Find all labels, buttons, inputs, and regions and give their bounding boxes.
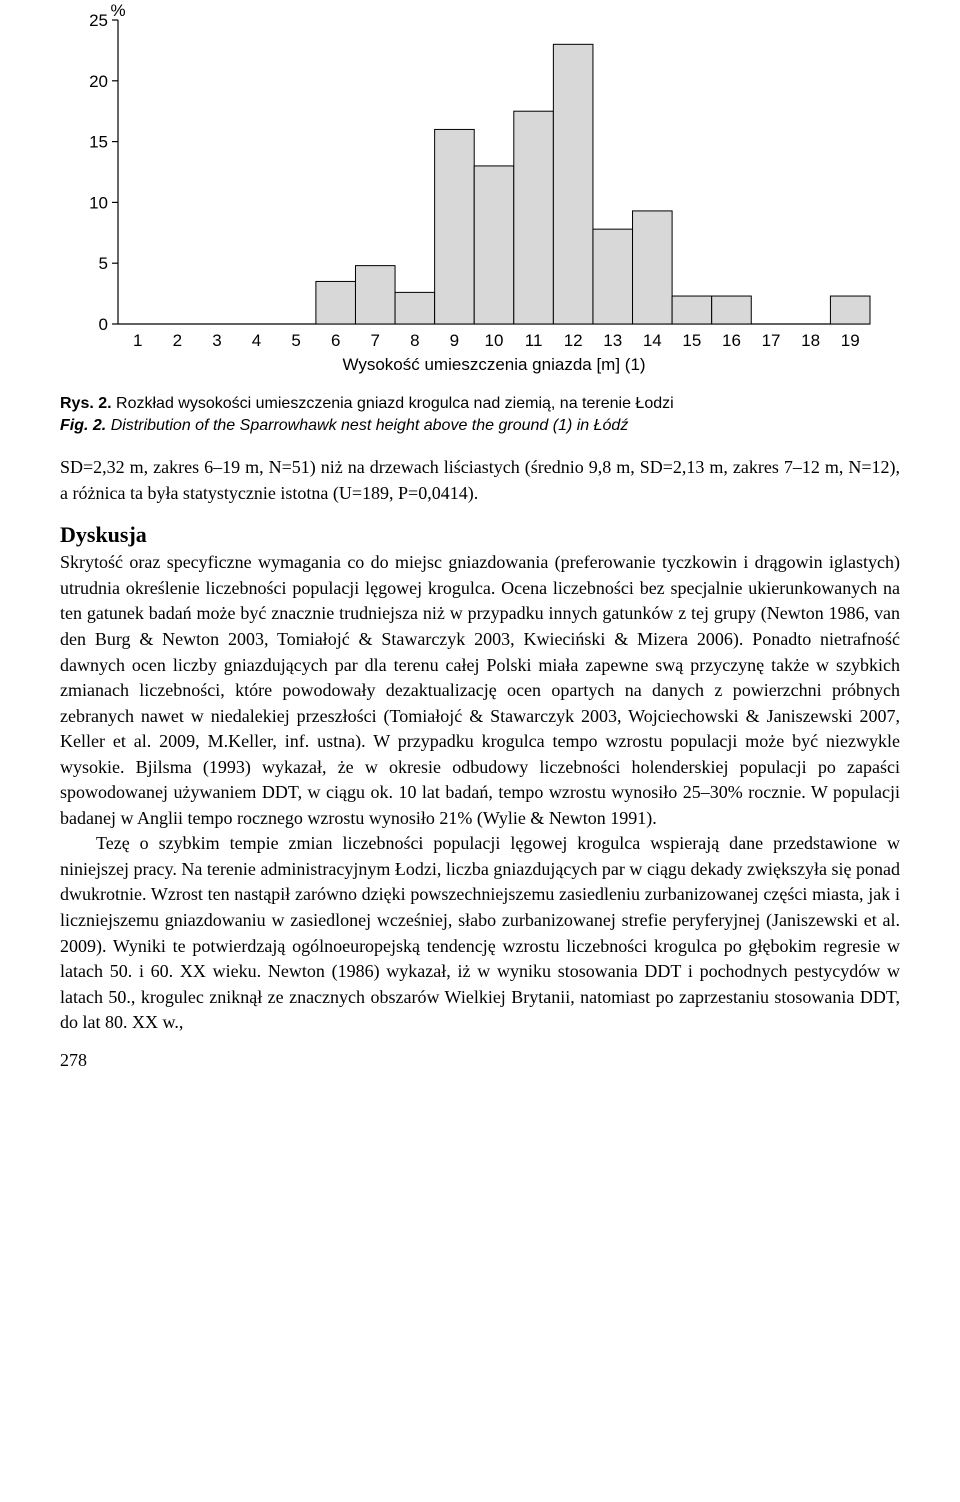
svg-text:4: 4: [252, 331, 261, 350]
paragraph-1: Skrytość oraz specyficzne wymagania co d…: [60, 550, 900, 831]
figure-caption: Rys. 2. Rozkład wysokości umieszczenia g…: [60, 393, 900, 436]
page-number: 278: [60, 1050, 900, 1071]
paragraph-2: Tezę o szybkim tempie zmian liczebności …: [60, 831, 900, 1035]
svg-text:25: 25: [89, 11, 108, 30]
caption-rys-label: Rys. 2.: [60, 395, 112, 412]
svg-text:18: 18: [801, 331, 820, 350]
caption-rys-text: Rozkład wysokości umieszczenia gniazd kr…: [116, 395, 674, 412]
svg-text:12: 12: [564, 331, 583, 350]
section-heading: Dyskusja: [60, 522, 900, 548]
svg-text:%: %: [110, 1, 125, 20]
svg-text:9: 9: [450, 331, 459, 350]
svg-text:19: 19: [841, 331, 860, 350]
caption-fig-text: Distribution of the Sparrowhawk nest hei…: [111, 417, 629, 434]
svg-text:11: 11: [525, 331, 543, 350]
svg-text:10: 10: [89, 193, 108, 212]
page-container: 0510152025%12345678910111213141516171819…: [0, 0, 960, 1091]
svg-text:7: 7: [371, 331, 380, 350]
caption-fig-label: Fig. 2.: [60, 417, 106, 434]
svg-text:Wysokość umieszczenia gniazda: Wysokość umieszczenia gniazda [m] (1): [342, 355, 645, 374]
svg-text:10: 10: [485, 331, 504, 350]
svg-text:2: 2: [173, 331, 182, 350]
svg-text:16: 16: [722, 331, 741, 350]
svg-text:0: 0: [99, 315, 108, 334]
svg-text:13: 13: [603, 331, 622, 350]
svg-text:15: 15: [89, 133, 108, 152]
svg-text:15: 15: [682, 331, 701, 350]
svg-text:3: 3: [212, 331, 221, 350]
svg-text:5: 5: [99, 254, 108, 273]
chart-svg: 0510152025%12345678910111213141516171819…: [60, 0, 920, 380]
svg-text:17: 17: [762, 331, 781, 350]
svg-text:1: 1: [133, 331, 142, 350]
svg-text:20: 20: [89, 72, 108, 91]
stats-line: SD=2,32 m, zakres 6–19 m, N=51) niż na d…: [60, 454, 900, 506]
svg-text:8: 8: [410, 331, 419, 350]
svg-text:6: 6: [331, 331, 340, 350]
svg-text:14: 14: [643, 331, 662, 350]
svg-text:5: 5: [291, 331, 300, 350]
histogram-chart: 0510152025%12345678910111213141516171819…: [60, 0, 900, 385]
body-text: Skrytość oraz specyficzne wymagania co d…: [60, 550, 900, 1035]
